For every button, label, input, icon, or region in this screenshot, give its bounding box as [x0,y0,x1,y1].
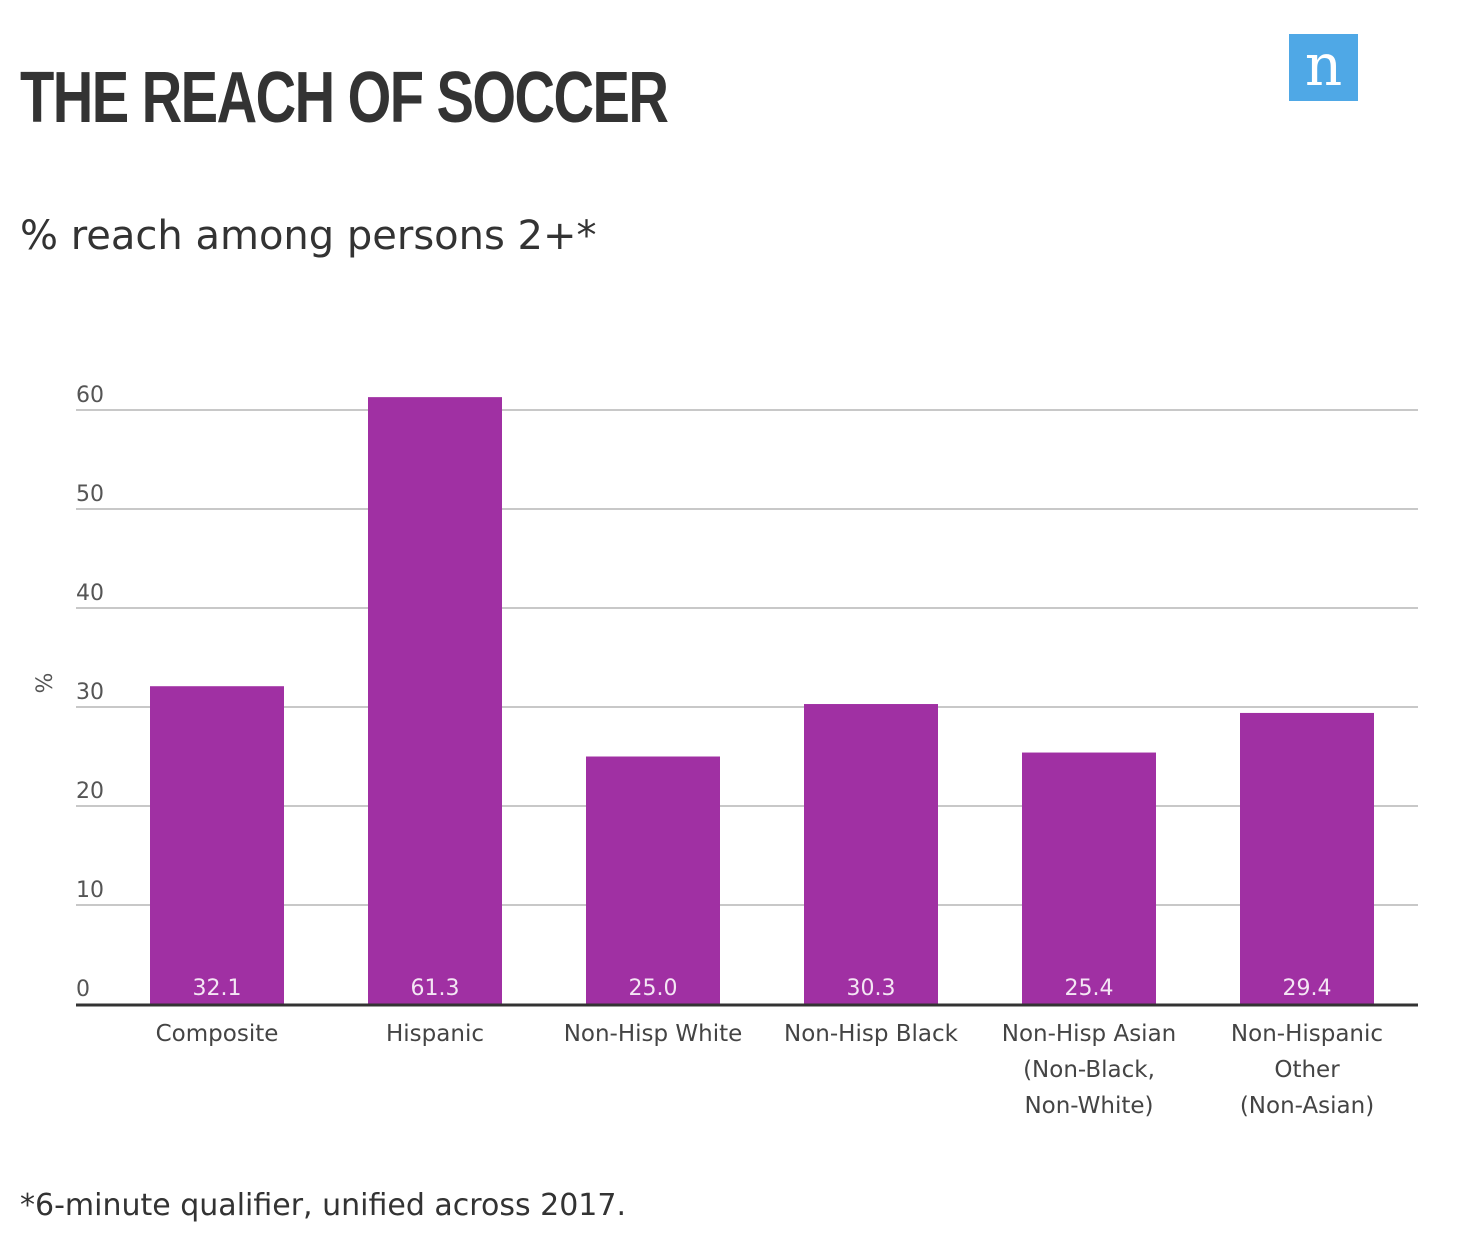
y-tick-label: 30 [76,680,104,705]
y-axis-label: % [33,673,58,694]
bars [150,397,1374,1004]
bar [368,397,502,1004]
bar [804,704,938,1004]
category-labels: Composite Hispanic Non-Hisp White Non-Hisp … [156,1021,1383,1119]
data-label: 25.4 [1065,976,1114,1001]
logo-letter: n [1304,30,1343,99]
category-label: Non-Hisp Asian (Non-Black, Non-White) [1002,1021,1177,1119]
bar [1240,712,1374,1004]
bar [1022,752,1156,1004]
y-tick-label: 60 [76,383,104,408]
data-label: 29.4 [1283,976,1332,1001]
category-label: Non-Hispanic Other (Non-Asian) [1231,1021,1383,1119]
chart-title: THE REACH OF SOCCER [20,58,669,138]
nielsen-logo: n [1289,34,1358,101]
bar [586,756,720,1004]
y-tick-label: 50 [76,482,104,507]
data-labels: 32.1 61.3 25.0 30.3 25.4 29.4 [193,976,1332,1001]
chart-subtitle: % reach among persons 2+* [20,213,597,259]
y-tick-labels: 0 10 20 30 40 50 60 [76,383,104,1002]
gridlines [76,409,1418,906]
footnote: *6-minute qualifier, unified across 2017… [20,1188,627,1223]
data-label: 32.1 [193,976,242,1001]
category-label: Hispanic [386,1021,484,1047]
y-tick-label: 10 [76,878,104,903]
data-label: 30.3 [847,976,896,1001]
y-tick-label: 40 [76,581,104,606]
category-label: Non-Hisp White [564,1021,743,1047]
data-label: 61.3 [411,976,460,1001]
y-tick-label: 0 [76,977,90,1002]
bar [150,686,284,1004]
category-label: Non-Hisp Black [784,1021,959,1047]
data-label: 25.0 [629,976,678,1001]
y-tick-label: 20 [76,779,104,804]
category-label: Composite [156,1021,279,1047]
